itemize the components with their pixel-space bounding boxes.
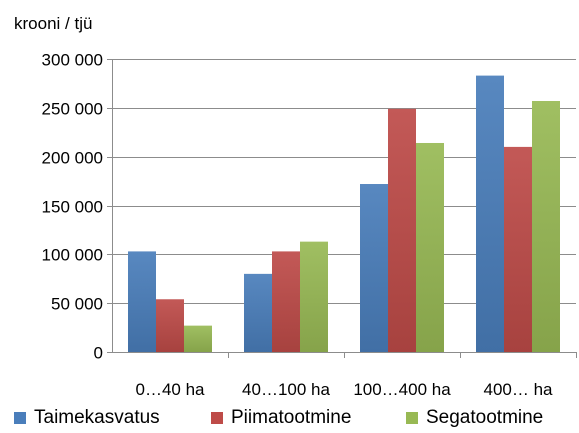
bar-segatootmine-0	[184, 325, 212, 352]
legend-label-piimatootmine: Piimatootmine	[231, 407, 352, 428]
x-tick-label: 400… ha	[484, 380, 554, 399]
legend-label-taimekasvatus: Taimekasvatus	[34, 407, 160, 428]
legend-swatch-segatootmine	[406, 412, 418, 424]
bar-piimatootmine-0	[156, 299, 184, 352]
bar-piimatootmine-2	[388, 108, 416, 352]
y-tick-label: 200 000	[42, 149, 103, 168]
bar-piimatootmine-1	[272, 251, 300, 352]
bar-segatootmine-2	[416, 142, 444, 352]
y-tick-label: 150 000	[42, 198, 103, 217]
y-tick-label: 50 000	[51, 295, 103, 314]
x-tick-label: 40…100 ha	[242, 380, 330, 399]
y-tick-label: 0	[94, 344, 103, 363]
legend-item-segatootmine: Segatootmine	[406, 407, 543, 429]
legend-label-segatootmine: Segatootmine	[426, 407, 544, 428]
legend-swatch-piimatootmine	[211, 412, 223, 424]
bar-taimekasvatus-0	[128, 251, 156, 352]
y-tick-label: 250 000	[42, 100, 103, 119]
legend-item-taimekasvatus: Taimekasvatus	[14, 407, 160, 429]
bar-taimekasvatus-2	[360, 184, 388, 352]
y-tick-label: 300 000	[42, 51, 103, 70]
bar-segatootmine-3	[532, 100, 560, 352]
x-tick-label: 100…400 ha	[353, 380, 451, 399]
x-tick-label: 0…40 ha	[136, 380, 206, 399]
y-axis-unit-label: krooni / tjü	[14, 14, 93, 33]
legend-item-piimatootmine: Piimatootmine	[211, 407, 351, 429]
bar-segatootmine-1	[300, 241, 328, 352]
y-tick-label: 100 000	[42, 246, 103, 265]
legend: Taimekasvatus Piimatootmine Segatootmine	[0, 407, 579, 431]
bar-taimekasvatus-1	[244, 273, 272, 352]
legend-swatch-taimekasvatus	[14, 412, 26, 424]
bar-taimekasvatus-3	[476, 75, 504, 352]
bar-piimatootmine-3	[504, 146, 532, 352]
